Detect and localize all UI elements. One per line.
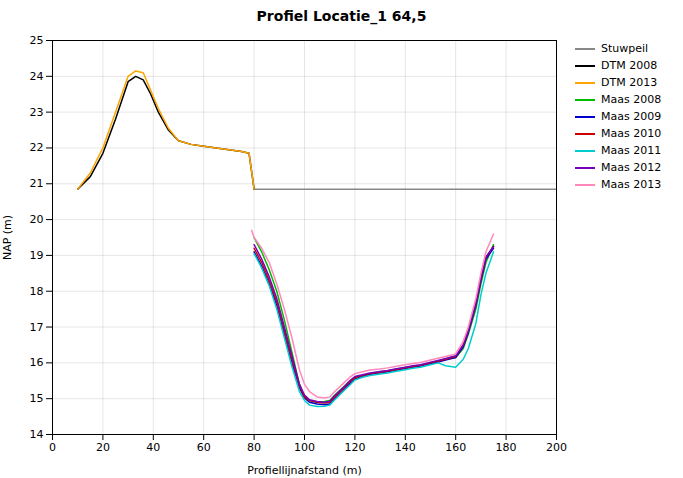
svg-text:60: 60 [197,441,211,454]
svg-text:21: 21 [30,177,44,190]
svg-text:160: 160 [445,441,466,454]
svg-text:180: 180 [496,441,517,454]
svg-text:0: 0 [49,441,56,454]
html-text:Profiel Locatie_1 64,5: Profiel Locatie_1 64,5 [256,8,427,24]
svg-text:80: 80 [247,441,261,454]
svg-text:140: 140 [395,441,416,454]
html-text:DTM 2008: DTM 2008 [601,59,658,72]
svg-text:19: 19 [30,249,44,262]
html-text:Maas 2013: Maas 2013 [601,178,662,191]
svg-text:20: 20 [30,213,44,226]
html-text:Maas 2012: Maas 2012 [601,161,662,174]
svg-text:40: 40 [146,441,160,454]
svg-text:18: 18 [30,285,44,298]
svg-text:25: 25 [30,34,44,47]
svg-text:17: 17 [30,321,44,334]
html-text:Maas 2008: Maas 2008 [601,93,662,106]
html-text:Maas 2011: Maas 2011 [601,144,662,157]
svg-text:23: 23 [30,106,44,119]
html-text:Maas 2010: Maas 2010 [601,127,662,140]
svg-text:120: 120 [344,441,365,454]
html-text:Maas 2009: Maas 2009 [601,110,662,123]
svg-text:15: 15 [30,392,44,405]
svg-text:24: 24 [30,70,44,83]
html-text:DTM 2013: DTM 2013 [601,76,658,89]
html-text:Stuwpeil: Stuwpeil [601,42,649,55]
svg-text:20: 20 [96,441,110,454]
svg-text:16: 16 [30,356,44,369]
svg-text:14: 14 [30,428,44,441]
svg-text:NAP (m): NAP (m) [1,215,14,260]
svg-text:200: 200 [546,441,567,454]
svg-text:22: 22 [30,141,44,154]
svg-text:Profiellijnafstand (m): Profiellijnafstand (m) [247,464,362,477]
svg-text:100: 100 [294,441,315,454]
